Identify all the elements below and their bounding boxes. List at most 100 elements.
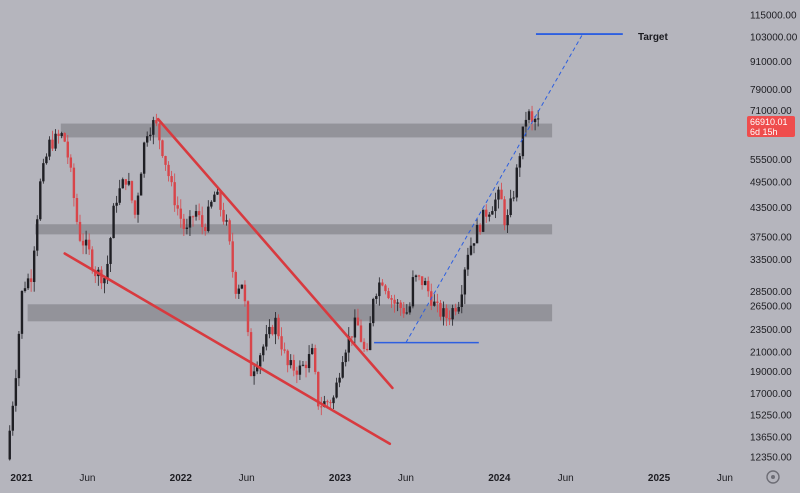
candle-body bbox=[130, 181, 134, 201]
candle-body bbox=[494, 199, 497, 212]
price-badge-box bbox=[747, 116, 795, 137]
candle-body bbox=[350, 336, 354, 338]
x-tick-label: 2025 bbox=[648, 473, 671, 484]
candle-body bbox=[436, 301, 439, 303]
candle-body bbox=[512, 197, 515, 199]
candle-body bbox=[335, 382, 338, 398]
candle-body bbox=[179, 208, 182, 219]
y-tick-label: 115000.00 bbox=[750, 11, 797, 22]
candle-body bbox=[75, 198, 79, 222]
candle-body bbox=[57, 133, 60, 136]
y-tick-label: 91000.00 bbox=[750, 57, 792, 68]
candle-body bbox=[115, 202, 118, 206]
candle-body bbox=[509, 198, 512, 216]
candle-body bbox=[228, 220, 231, 242]
candle-body bbox=[280, 336, 283, 350]
candle-body bbox=[329, 402, 332, 404]
candle-body bbox=[506, 215, 509, 226]
candle-body bbox=[127, 181, 131, 185]
candle-body bbox=[204, 227, 207, 232]
candle-body bbox=[365, 348, 369, 351]
candle-body bbox=[197, 211, 201, 216]
y-tick-label: 17000.00 bbox=[750, 389, 792, 400]
candle-body bbox=[485, 209, 488, 217]
zone-0 bbox=[60, 123, 553, 138]
candle-body bbox=[219, 191, 222, 210]
candle-body bbox=[368, 323, 372, 351]
candle-body bbox=[152, 120, 155, 135]
candle-body bbox=[423, 280, 427, 286]
x-tick-label: Jun bbox=[558, 473, 574, 484]
x-tick-label: Jun bbox=[398, 473, 414, 484]
candle-body bbox=[63, 133, 66, 142]
candle-body bbox=[259, 355, 262, 367]
candle-body bbox=[463, 269, 467, 295]
candle-body bbox=[298, 365, 302, 375]
candle-body bbox=[213, 194, 216, 202]
candle-body bbox=[84, 239, 88, 246]
candle-body bbox=[518, 156, 522, 168]
candle-body bbox=[408, 306, 412, 313]
candle-body bbox=[338, 377, 341, 383]
candle-body bbox=[515, 167, 518, 198]
candle-body bbox=[51, 139, 54, 149]
candle-body bbox=[286, 350, 289, 366]
candle-body bbox=[356, 317, 360, 326]
candle-body bbox=[372, 298, 375, 324]
candle-body bbox=[133, 200, 137, 215]
candle-body bbox=[11, 405, 14, 431]
candle-body bbox=[60, 133, 63, 136]
candle-body bbox=[353, 317, 357, 338]
candle-body bbox=[246, 301, 250, 333]
candle-body bbox=[106, 263, 109, 279]
candle-body bbox=[173, 182, 176, 206]
candle-body bbox=[243, 284, 247, 302]
candle-body bbox=[142, 142, 146, 174]
candle-body bbox=[320, 406, 323, 408]
countdown-label: 6d 15h bbox=[750, 127, 778, 137]
candle-body bbox=[307, 354, 311, 369]
candle-body bbox=[231, 241, 234, 272]
y-tick-label: 12350.00 bbox=[750, 452, 792, 463]
candle-body bbox=[375, 296, 378, 299]
candle-body bbox=[23, 288, 27, 292]
y-tick-label: 49500.00 bbox=[750, 178, 792, 189]
candle-body bbox=[475, 224, 479, 244]
candle-body bbox=[103, 278, 106, 284]
candle-body bbox=[42, 163, 45, 182]
candle-body bbox=[359, 325, 363, 342]
y-tick-label: 23500.00 bbox=[750, 325, 792, 336]
candle-body bbox=[533, 118, 537, 123]
x-tick-label: Jun bbox=[79, 473, 95, 484]
candle-body bbox=[310, 348, 314, 355]
candle-body bbox=[91, 249, 94, 271]
y-tick-label: 43500.00 bbox=[750, 203, 792, 214]
candle-body bbox=[442, 308, 445, 317]
y-tick-label: 37500.00 bbox=[750, 233, 792, 244]
candle-body bbox=[326, 401, 329, 403]
candle-body bbox=[536, 118, 540, 120]
candle-body bbox=[188, 216, 192, 228]
candle-body bbox=[222, 209, 225, 222]
x-tick-label: Jun bbox=[717, 473, 733, 484]
candle-body bbox=[109, 238, 112, 264]
candle-body bbox=[36, 219, 39, 251]
candle-body bbox=[497, 189, 500, 200]
candle-body bbox=[488, 214, 491, 217]
current-price-label: 66910.01 bbox=[750, 117, 788, 127]
candle-body bbox=[527, 111, 531, 120]
settings-icon[interactable] bbox=[766, 470, 780, 484]
candle-body bbox=[466, 254, 470, 270]
candle-body bbox=[240, 284, 244, 289]
candle-body bbox=[524, 119, 528, 127]
candle-body bbox=[170, 176, 173, 183]
candle-body bbox=[191, 216, 195, 218]
candle-body bbox=[341, 362, 344, 378]
x-tick-label: 2024 bbox=[488, 473, 511, 484]
y-tick-label: 79000.00 bbox=[750, 85, 792, 96]
candle-body bbox=[139, 173, 143, 196]
candle-body bbox=[396, 302, 399, 304]
